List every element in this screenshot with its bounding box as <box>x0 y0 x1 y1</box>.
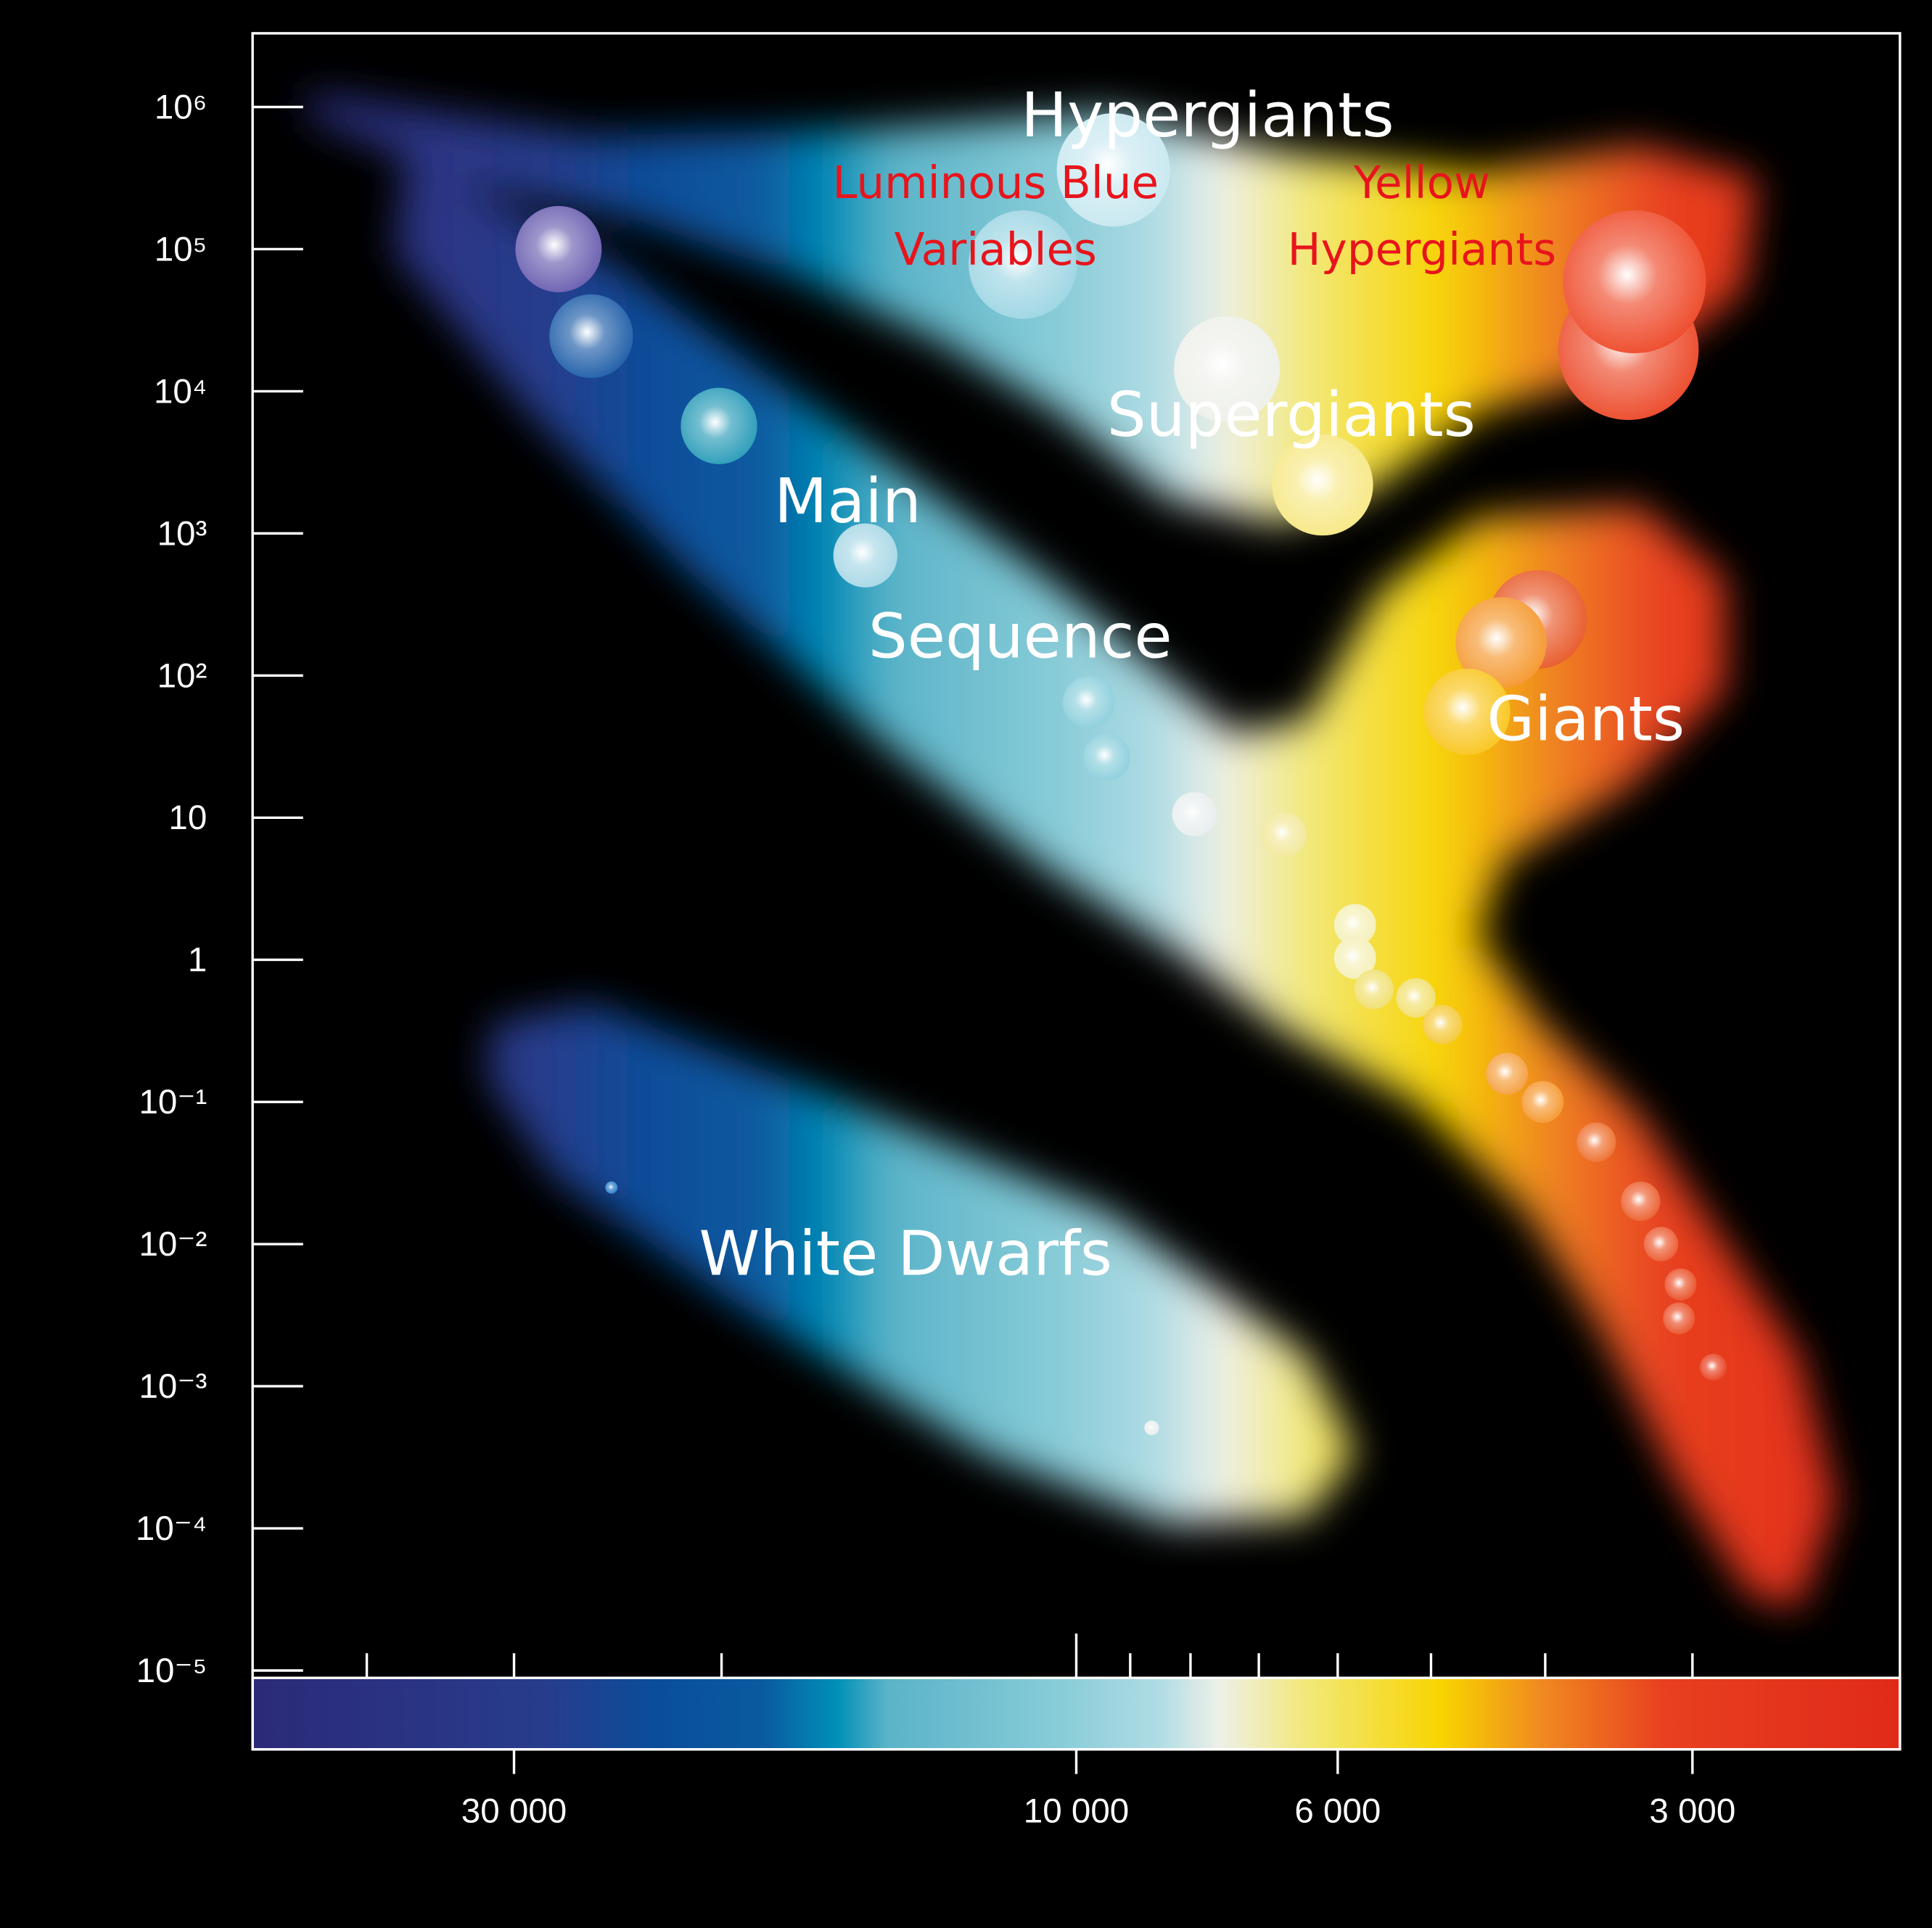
star-highlight <box>1333 904 1376 946</box>
annotation: White Dwarfs <box>699 1218 1112 1290</box>
star-highlight <box>549 294 633 379</box>
star-highlight <box>1455 597 1547 689</box>
y-tick-label: 10⁻¹ <box>139 1083 207 1121</box>
annotation: Giants <box>1487 683 1685 755</box>
annotation: Luminous Blue <box>832 157 1159 209</box>
y-tick-label: 1 <box>188 941 207 979</box>
y-tick-label: 10² <box>157 656 207 695</box>
region-main-sequence <box>394 154 1836 1608</box>
axes: 10⁶ 10⁵ 10⁴ 10³ 10² 10 1 10⁻¹ 10⁻² 10⁻³ 10⁻⁴ 10⁻⁵ 30… <box>136 88 1735 1830</box>
star-highlight <box>969 210 1077 319</box>
star-highlight <box>1083 733 1130 781</box>
y-tick-label: 10⁻⁴ <box>136 1509 207 1548</box>
x-tick-label: 6 000 <box>1294 1792 1381 1831</box>
star-highlight <box>1333 936 1376 979</box>
star-highlight <box>1422 1005 1463 1045</box>
star-highlight <box>1144 1420 1159 1435</box>
y-tick-label: 10⁻³ <box>139 1367 207 1406</box>
star-highlight <box>1577 1122 1616 1163</box>
y-tick-label: 10⁶ <box>155 88 207 126</box>
y-tick-label: 10⁵ <box>155 230 207 268</box>
annotation: Variables <box>895 224 1097 276</box>
star-highlight <box>1396 978 1436 1018</box>
star-highlight <box>1521 1081 1564 1124</box>
stars <box>515 113 1727 1435</box>
y-tick-label: 10⁻² <box>139 1225 207 1264</box>
star-highlight <box>1174 316 1281 423</box>
annotation: Main <box>774 466 921 537</box>
star-highlight <box>1062 676 1115 728</box>
star-highlight <box>1486 1052 1529 1095</box>
x-tick-label: 10 000 <box>1024 1792 1129 1831</box>
star-highlight <box>1699 1354 1727 1381</box>
annotation: Yellow <box>1353 157 1490 209</box>
region-white-dwarfs <box>486 1004 1356 1524</box>
annotation: Hypergiants <box>1021 80 1394 152</box>
star-highlight <box>833 523 897 588</box>
color-bar <box>251 1676 1902 1751</box>
star-highlight <box>1621 1181 1661 1222</box>
star-highlight <box>1643 1227 1679 1261</box>
star-highlight <box>681 387 757 464</box>
x-tick-label: 30 000 <box>461 1792 567 1831</box>
star-highlight <box>1354 969 1394 1010</box>
star-highlight <box>605 1181 618 1194</box>
x-tick-label: 3 000 <box>1649 1792 1735 1831</box>
annotation: Supergiants <box>1107 379 1476 451</box>
star-highlight <box>1262 812 1307 857</box>
y-tick-label: 10 <box>168 799 207 837</box>
y-tick-label: 10⁻⁵ <box>136 1652 207 1690</box>
y-tick-label: 10⁴ <box>154 372 207 411</box>
y-tick-label: 10³ <box>157 514 207 553</box>
star-highlight <box>1172 791 1217 836</box>
star-highlight <box>1664 1268 1697 1301</box>
star-highlight <box>515 206 602 292</box>
star-highlight <box>1272 434 1373 536</box>
star-highlight <box>1056 113 1170 227</box>
annotation: Sequence <box>868 601 1172 673</box>
star-highlight <box>1563 210 1706 354</box>
annotation: Hypergiants <box>1288 224 1556 276</box>
star-highlight <box>1423 668 1510 755</box>
star-highlight <box>1663 1302 1695 1335</box>
